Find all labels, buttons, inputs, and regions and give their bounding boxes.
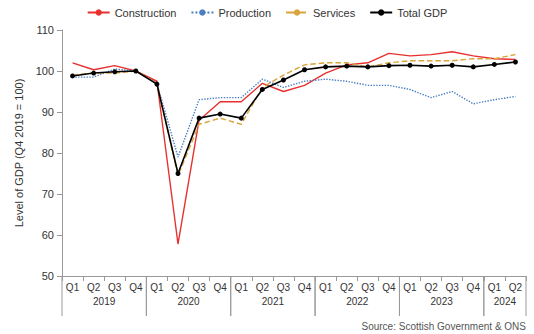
svg-text:Q3: Q3	[446, 282, 460, 293]
svg-text:70: 70	[42, 188, 54, 200]
svg-text:2020: 2020	[177, 296, 200, 307]
svg-text:Level of GDP (Q4 2019 = 100): Level of GDP (Q4 2019 = 100)	[13, 79, 25, 228]
svg-text:Q3: Q3	[361, 282, 375, 293]
svg-text:Q2: Q2	[171, 282, 185, 293]
svg-text:2024: 2024	[494, 296, 517, 307]
svg-text:Q2: Q2	[509, 282, 523, 293]
svg-text:110: 110	[36, 24, 54, 36]
svg-text:Q2: Q2	[340, 282, 354, 293]
svg-text:2022: 2022	[346, 296, 369, 307]
svg-text:Q1: Q1	[319, 282, 333, 293]
svg-text:Q4: Q4	[298, 282, 312, 293]
svg-text:2019: 2019	[93, 296, 116, 307]
svg-text:Q3: Q3	[192, 282, 206, 293]
svg-text:60: 60	[42, 229, 54, 241]
svg-text:Q4: Q4	[467, 282, 481, 293]
svg-text:Q4: Q4	[214, 282, 228, 293]
svg-text:Q1: Q1	[150, 282, 164, 293]
svg-text:Q3: Q3	[108, 282, 122, 293]
svg-text:Q4: Q4	[382, 282, 396, 293]
svg-text:Q2: Q2	[256, 282, 270, 293]
svg-text:2023: 2023	[431, 296, 454, 307]
svg-text:Construction: Construction	[115, 7, 177, 19]
svg-text:Source: Scottish Government &: Source: Scottish Government & ONS	[361, 321, 526, 332]
svg-text:Q1: Q1	[235, 282, 249, 293]
svg-text:Total GDP: Total GDP	[397, 7, 447, 19]
svg-text:2021: 2021	[262, 296, 285, 307]
svg-text:Q4: Q4	[129, 282, 143, 293]
svg-text:50: 50	[42, 270, 54, 282]
svg-text:Services: Services	[313, 7, 356, 19]
svg-text:Q1: Q1	[488, 282, 502, 293]
svg-text:80: 80	[42, 147, 54, 159]
svg-text:Q3: Q3	[277, 282, 291, 293]
svg-text:Q1: Q1	[403, 282, 417, 293]
svg-text:Q2: Q2	[424, 282, 438, 293]
svg-text:100: 100	[36, 65, 54, 77]
svg-text:90: 90	[42, 106, 54, 118]
svg-text:Production: Production	[218, 7, 271, 19]
svg-text:Q2: Q2	[87, 282, 101, 293]
svg-text:Q1: Q1	[66, 282, 80, 293]
